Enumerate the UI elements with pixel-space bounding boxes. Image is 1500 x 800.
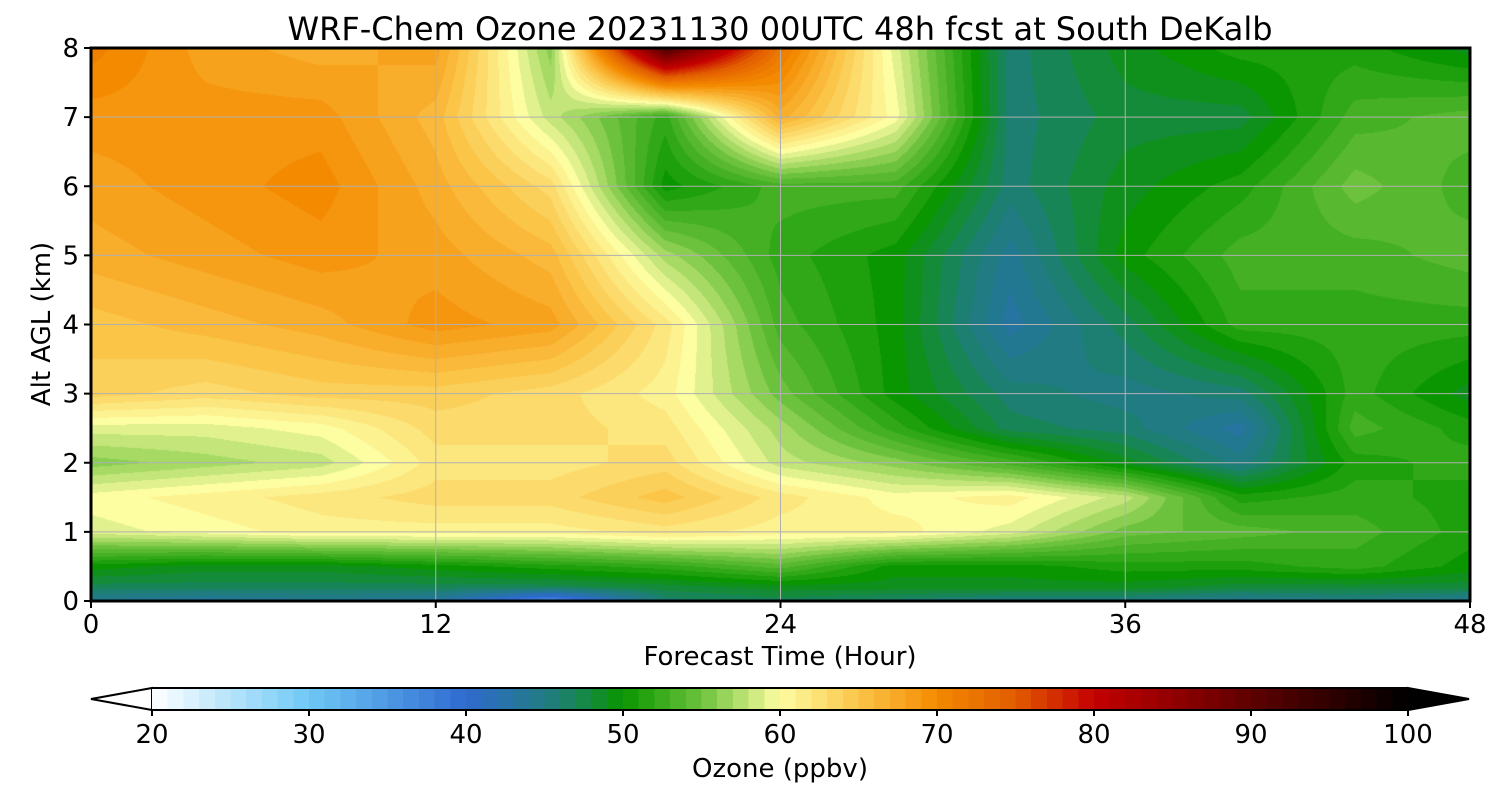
colorbar-tick-label: 70 [920,720,953,750]
y-tick-label: 2 [62,449,79,479]
y-axis-ticks: 0 1 2 3 4 5 6 7 8 [62,34,91,617]
x-tick-label: 0 [83,610,100,640]
colorbar-label: Ozone (ppbv) [692,754,868,784]
colorbar-low-extension [90,686,153,712]
y-tick-label: 7 [62,103,79,133]
x-tick-label: 12 [419,610,452,640]
colorbar-tick-label: 60 [763,720,796,750]
colorbar-tick-label: 30 [292,720,325,750]
x-tick-label: 36 [1109,610,1142,640]
y-tick-label: 3 [62,380,79,410]
chart-title: WRF-Chem Ozone 20231130 00UTC 48h fcst a… [287,10,1272,48]
plot-area [89,46,1472,603]
y-tick-label: 8 [62,34,79,64]
colorbar-bar [152,688,1408,710]
y-tick-label: 1 [62,518,79,548]
colorbar-tick-label: 90 [1234,720,1267,750]
x-tick-label: 48 [1453,610,1486,640]
colorbar: 20 30 40 50 60 70 80 90 100 Ozone (ppbv) [90,686,1470,784]
y-axis-label: Alt AGL (km) [27,242,57,406]
colorbar-tick-label: 80 [1077,720,1110,750]
x-tick-label: 24 [764,610,797,640]
colorbar-tick-label: 40 [449,720,482,750]
colorbar-tick-label: 50 [606,720,639,750]
colorbar-tick-label: 100 [1383,720,1433,750]
colorbar-high-extension [1407,686,1470,712]
x-axis-ticks: 0 12 24 36 48 [83,601,1487,640]
y-tick-label: 0 [62,587,79,617]
colorbar-tick-label: 20 [135,720,168,750]
y-tick-label: 6 [62,172,79,202]
x-axis-label: Forecast Time (Hour) [643,642,916,672]
colorbar-ticks: 20 30 40 50 60 70 80 90 100 [135,710,1433,750]
y-tick-label: 5 [62,241,79,271]
y-tick-label: 4 [62,311,79,341]
